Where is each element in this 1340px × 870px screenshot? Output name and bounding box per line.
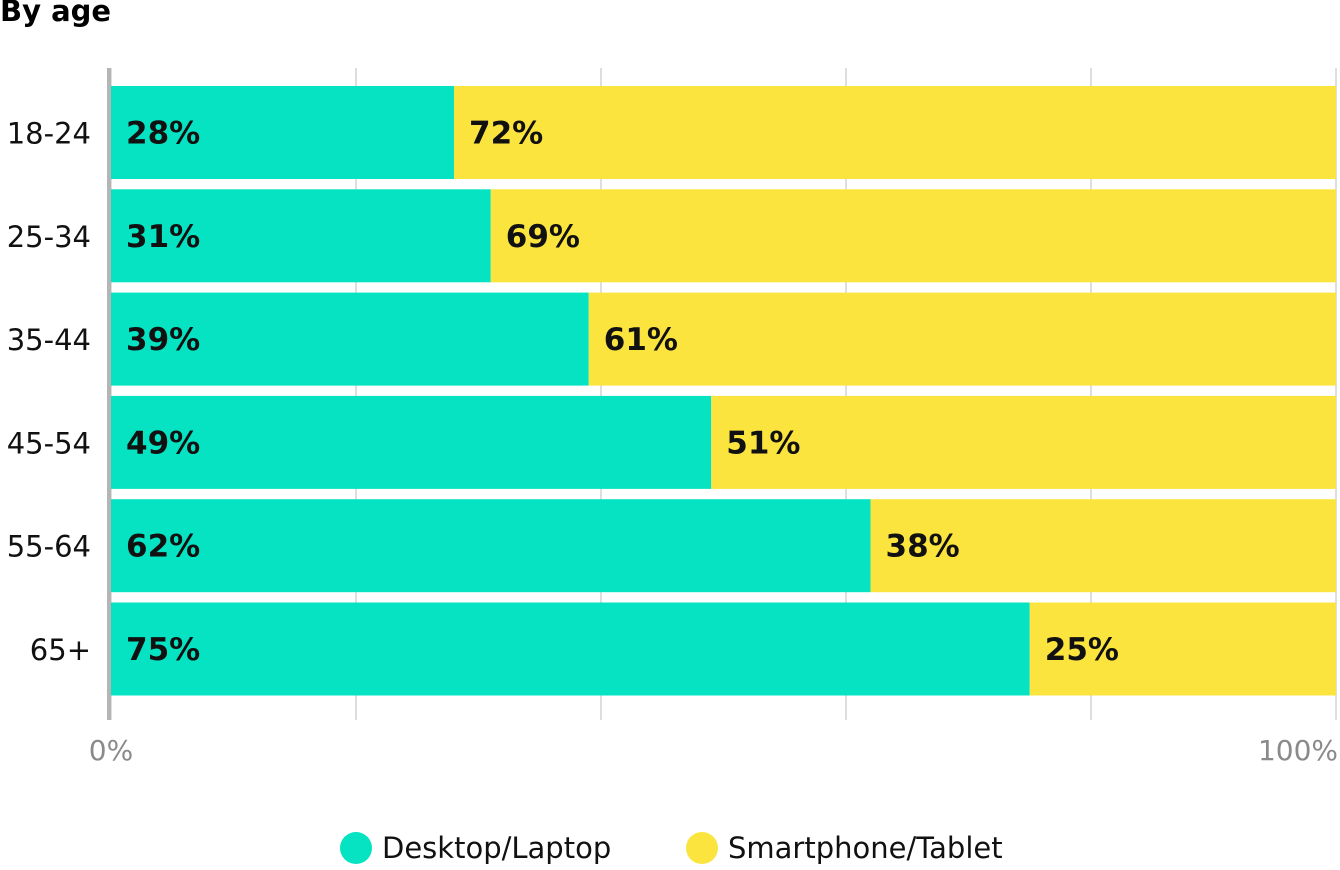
category-label: 35-44 <box>7 323 91 357</box>
category-label: 65+ <box>30 633 91 667</box>
data-label: 28% <box>126 116 200 152</box>
data-label: 51% <box>726 425 800 461</box>
bar-desktop <box>111 189 491 283</box>
data-label: 38% <box>886 529 960 565</box>
bar-mobile <box>870 499 1336 593</box>
legend-item-desktop: Desktop/Laptop <box>340 826 611 870</box>
bar-desktop <box>111 292 589 386</box>
bar-desktop <box>111 86 454 179</box>
data-label: 49% <box>126 425 200 461</box>
category-label: 55-64 <box>7 530 91 564</box>
data-label: 39% <box>126 322 200 358</box>
category-label: 18-24 <box>7 117 91 151</box>
legend-swatch-desktop <box>340 832 372 864</box>
bars-layer <box>111 86 1336 696</box>
legend-swatch-mobile <box>686 832 718 864</box>
bar-mobile <box>454 86 1336 179</box>
legend-label-mobile: Smartphone/Tablet <box>728 831 1003 865</box>
data-label: 75% <box>126 632 200 668</box>
bar-mobile <box>1029 602 1336 696</box>
bar-desktop <box>111 602 1030 696</box>
category-label: 45-54 <box>7 426 91 460</box>
chart-title: By age <box>0 0 112 28</box>
data-label: 69% <box>506 219 580 255</box>
bar-desktop <box>111 395 712 489</box>
data-label: 72% <box>469 116 543 152</box>
bar-mobile <box>588 292 1336 386</box>
bar-mobile <box>490 189 1336 283</box>
stacked-bar-chart: 0% 100% 28% 72% 18-24 31% 69% 25-34 39% 61% 35-44… <box>7 68 1338 767</box>
bar-mobile <box>711 395 1336 489</box>
data-label: 61% <box>604 322 678 358</box>
data-label: 31% <box>126 219 200 255</box>
data-label: 25% <box>1045 632 1119 668</box>
legend-label-desktop: Desktop/Laptop <box>382 831 612 865</box>
bar-desktop <box>111 499 871 593</box>
data-label: 62% <box>126 529 200 565</box>
legend-item-mobile: Smartphone/Tablet <box>686 826 1003 870</box>
x-tick-label: 0% <box>89 734 133 767</box>
labels-layer: 28% 72% 18-24 31% 69% 25-34 39% 61% 35-44 49% 51% 4… <box>7 116 1119 669</box>
x-tick-label: 100% <box>1258 734 1338 767</box>
category-label: 25-34 <box>7 220 91 254</box>
